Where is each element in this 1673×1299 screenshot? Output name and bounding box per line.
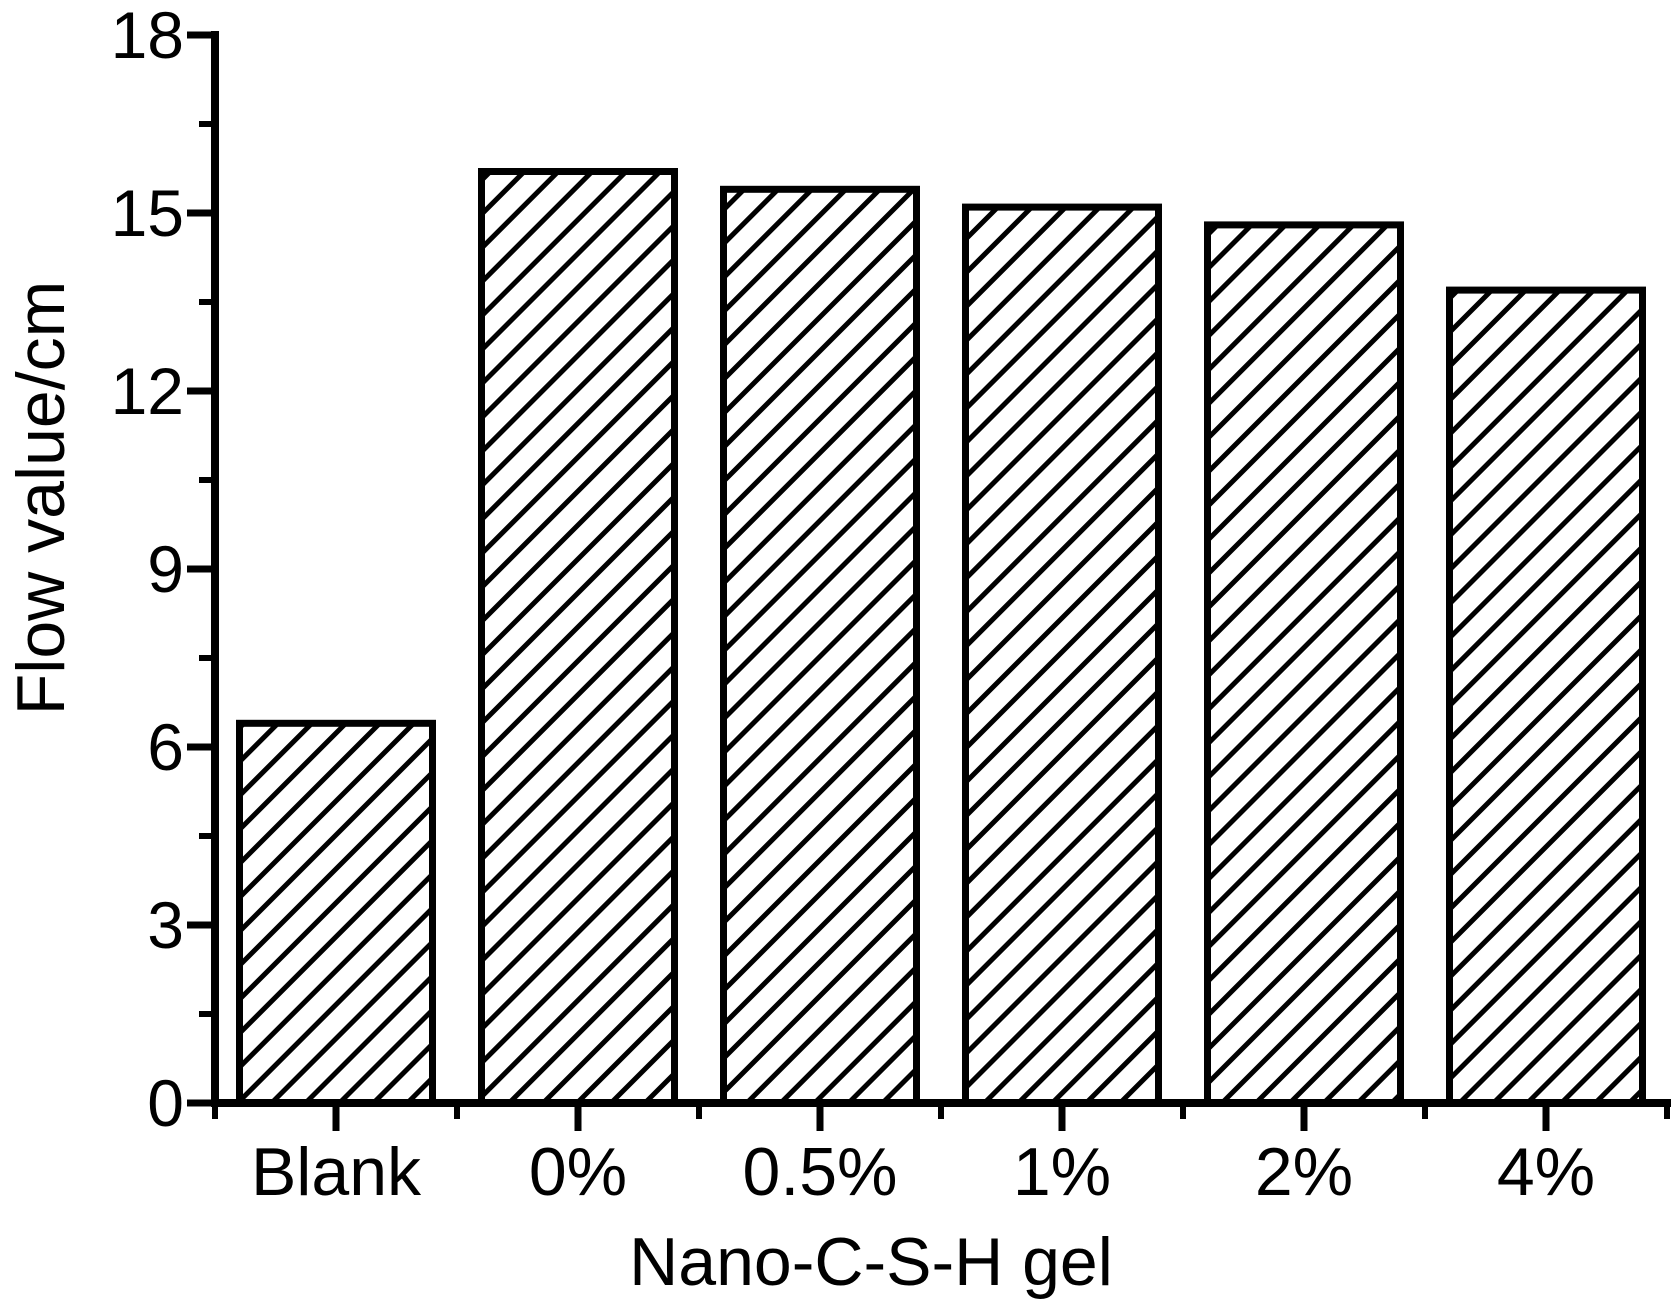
y-tick-labels-group: 0 3 6 9 12 15 18 [111,0,184,1140]
bars-group [236,168,1646,1107]
y-tick-label: 12 [111,354,184,428]
bar [478,168,678,1107]
y-axis-title: Flow value/cm [3,281,79,716]
y-tick-label: 18 [111,0,184,72]
bar [1446,286,1646,1107]
x-tick-label: Blank [251,1134,422,1210]
bar [962,203,1162,1107]
x-tick-label: 4% [1497,1134,1595,1210]
x-axis-title: Nano-C-S-H gel [629,1224,1113,1299]
x-tick-label: 1% [1013,1134,1111,1210]
x-tick-label: 2% [1255,1134,1353,1210]
y-tick-label: 9 [147,532,184,606]
y-tick-label: 3 [147,888,184,962]
axes-group [187,31,1671,1131]
y-tick-label: 6 [147,710,184,784]
bar [1204,221,1404,1107]
x-tick-labels-group: Blank 0% 0.5% 1% 2% 4% [251,1134,1595,1210]
x-tick-label: 0.5% [743,1134,898,1210]
bar [720,185,920,1107]
y-tick-label: 0 [147,1066,184,1140]
y-tick-label: 15 [111,176,184,250]
bar [236,719,436,1107]
x-tick-label: 0% [529,1134,627,1210]
